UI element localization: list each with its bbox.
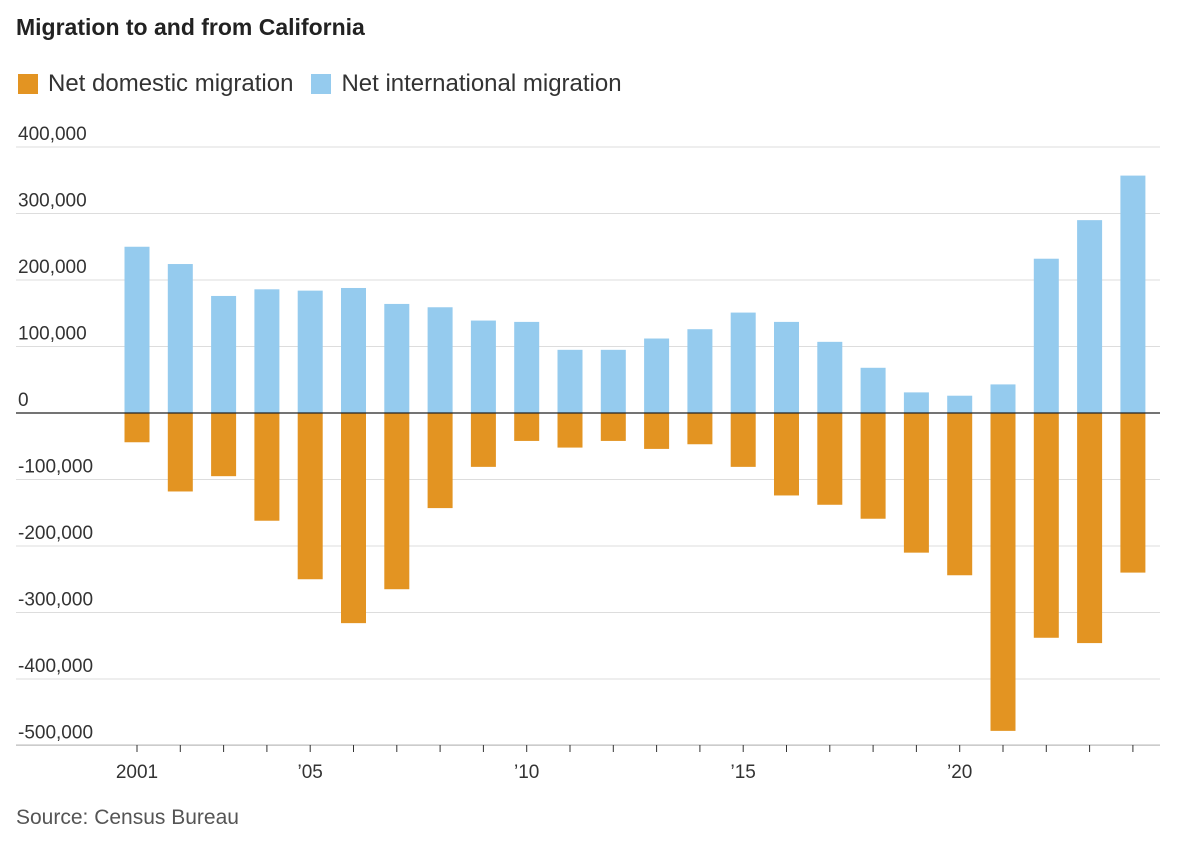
legend-item-international: Net international migration	[311, 70, 622, 98]
bar-domestic	[774, 413, 799, 496]
bar-international	[167, 264, 193, 413]
bar-international	[1077, 220, 1103, 413]
bar-domestic	[1077, 413, 1103, 644]
x-tick-label: 2001	[116, 762, 158, 783]
bar-international	[341, 287, 366, 413]
bar-domestic	[947, 413, 973, 576]
bar-domestic	[514, 413, 540, 441]
y-tick-label: 300,000	[18, 191, 87, 212]
legend-swatch-international	[311, 74, 332, 94]
y-tick-label: 400,000	[18, 124, 87, 145]
bar-domestic	[470, 413, 496, 467]
bar-international	[1033, 258, 1059, 413]
x-tick-label: ’15	[731, 762, 756, 783]
bar-international	[1120, 175, 1146, 413]
y-tick-label: 0	[18, 390, 29, 411]
bar-domestic	[297, 413, 323, 580]
bar-domestic	[124, 413, 150, 443]
y-tick-label: 100,000	[18, 324, 87, 345]
y-tick-label: 200,000	[18, 257, 87, 278]
y-tick-label: -400,000	[18, 656, 93, 677]
bar-international	[774, 321, 799, 413]
y-tick-label: -500,000	[18, 723, 93, 744]
source-note: Source: Census Bureau	[16, 806, 239, 829]
bar-international	[600, 349, 626, 413]
bar-domestic	[600, 413, 626, 441]
bar-domestic	[167, 413, 193, 492]
bar-international	[254, 289, 280, 413]
x-tick-label: ’10	[514, 762, 539, 783]
bar-domestic	[1120, 413, 1146, 573]
bar-international	[384, 303, 410, 413]
legend-item-domestic: Net domestic migration	[18, 70, 293, 98]
x-tick-label: ’05	[298, 762, 323, 783]
bar-international	[514, 321, 540, 413]
bar-domestic	[730, 413, 756, 467]
bar-international	[470, 320, 496, 413]
bar-domestic	[903, 413, 929, 553]
bar-domestic	[687, 413, 713, 445]
bar-international	[427, 307, 453, 413]
legend-label-domestic: Net domestic migration	[48, 70, 294, 97]
bar-domestic	[644, 413, 670, 449]
bar-international	[557, 349, 583, 413]
bar-domestic	[384, 413, 410, 590]
bar-international	[644, 338, 670, 413]
legend-swatch-domestic	[18, 74, 38, 94]
bar-international	[903, 392, 929, 413]
bar-international	[817, 341, 843, 413]
bar-domestic	[990, 413, 1016, 731]
bar-domestic	[817, 413, 843, 505]
y-tick-label: -300,000	[18, 590, 93, 611]
bar-international	[990, 384, 1016, 413]
bar-international	[730, 312, 756, 413]
bar-domestic	[860, 413, 886, 519]
bar-international	[124, 246, 150, 413]
bar-domestic	[557, 413, 583, 448]
legend-label-international: Net international migration	[341, 70, 622, 97]
bar-international	[860, 367, 886, 413]
bar-international	[687, 329, 713, 413]
bar-international	[297, 290, 323, 413]
bar-domestic	[211, 413, 237, 477]
chart-title: Migration to and from California	[16, 14, 365, 40]
chart-legend: Net domestic migration Net international…	[18, 70, 640, 98]
bar-domestic	[427, 413, 453, 509]
y-tick-label: -100,000	[18, 457, 93, 478]
bar-domestic	[341, 413, 366, 624]
bar-international	[947, 395, 973, 413]
bar-international	[211, 295, 237, 413]
y-tick-label: -200,000	[18, 523, 93, 544]
bar-domestic	[1033, 413, 1059, 638]
bar-domestic	[254, 413, 280, 521]
x-tick-label: ’20	[947, 762, 972, 783]
